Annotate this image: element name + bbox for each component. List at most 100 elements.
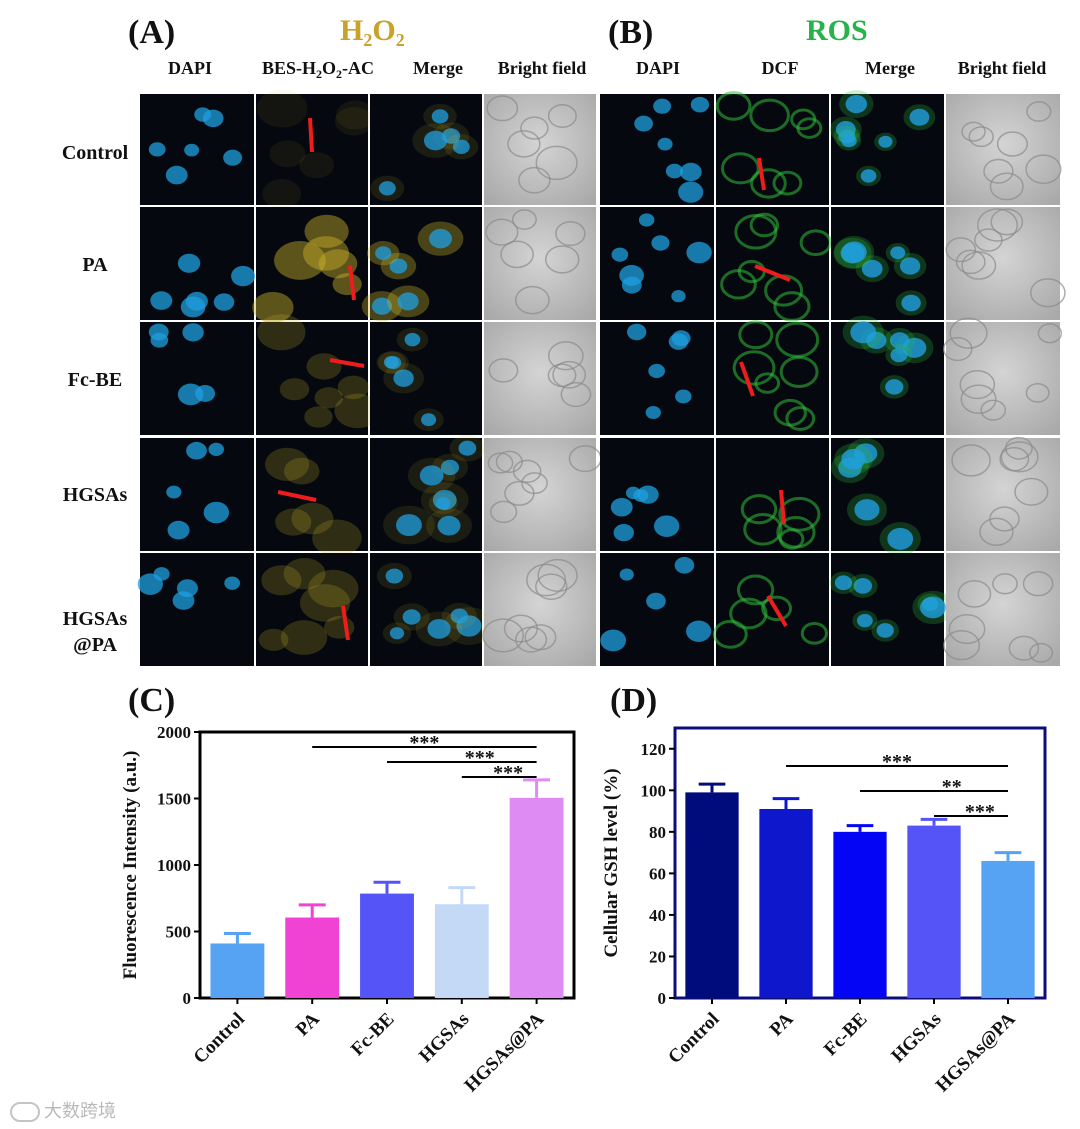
micro-a-r1-c1 — [252, 207, 368, 323]
micro-b-r1-c0 — [600, 207, 714, 320]
y-tick-label: 500 — [166, 923, 192, 942]
significance-label: *** — [493, 762, 523, 784]
line-profile-marker-b — [754, 264, 791, 282]
micro-b-r2-c1 — [716, 320, 829, 435]
micro-b-r2-c0 — [600, 322, 714, 435]
col-a-dapi: DAPI — [168, 58, 212, 78]
x-tick-label: PA — [292, 1008, 324, 1040]
significance-label: *** — [965, 801, 995, 823]
micro-b-r4-c2 — [829, 553, 954, 666]
significance-label: *** — [465, 747, 495, 769]
micro-b-r1-c1 — [716, 207, 832, 322]
micro-b-r2-c2 — [831, 315, 944, 435]
x-tick-label: HGSAs@PA — [461, 1008, 549, 1096]
x-tick-label: Fc-BE — [347, 1009, 398, 1060]
micro-a-r0-c1 — [256, 89, 375, 209]
y-tick-label: 120 — [641, 740, 667, 759]
panel-b-heading: ROS — [806, 14, 868, 47]
y-tick-label: 1000 — [157, 856, 191, 875]
x-tick-label: Fc-BE — [820, 1009, 871, 1060]
y-tick-label: 20 — [649, 947, 666, 966]
micro-a-r3-c1 — [256, 438, 368, 557]
row-label-control: Control — [61, 142, 129, 164]
panel-d-label: (D) — [610, 682, 658, 719]
bar-control — [210, 943, 265, 998]
chart-c: 0 500 1000 1500 2000 Fluorescence Intensity (… — [120, 723, 576, 1096]
micro-a-r0-c0 — [140, 94, 254, 205]
micro-a-r4-c3 — [482, 553, 596, 666]
bar-hgsas — [434, 904, 489, 998]
micro-b-r0-c2 — [829, 90, 944, 205]
micro-a-r1-c0 — [140, 207, 256, 320]
micro-b-r3-c0 — [600, 438, 714, 551]
bar-hgsas-pa — [981, 860, 1035, 998]
bar-hgsas-pa — [509, 797, 564, 998]
micro-b-r3-c3 — [946, 436, 1060, 551]
bar-fc-be — [360, 893, 414, 998]
micro-a-r2-c2 — [370, 322, 482, 435]
y-axis-label: Fluorescence Intensity (a.u.) — [120, 751, 141, 980]
row-label-fcbe: Fc-BE — [67, 369, 123, 391]
micro-a-r2-c1 — [256, 314, 381, 435]
panel-a-label: (A) — [128, 14, 176, 51]
col-b-merge: Merge — [865, 58, 915, 78]
x-tick-label: HGSAs@PA — [932, 1008, 1020, 1096]
y-tick-label: 80 — [649, 823, 666, 842]
watermark: 大数跨境 — [10, 1097, 116, 1123]
col-b-dcf: DCF — [761, 58, 799, 78]
micro-a-r1-c3 — [484, 207, 596, 320]
y-tick-label: 1500 — [157, 790, 191, 809]
watermark-logo-icon — [10, 1102, 40, 1122]
x-tick-label: HGSAs — [887, 1009, 945, 1067]
micro-b-r4-c0 — [600, 553, 714, 666]
micro-a-r4-c0 — [137, 553, 254, 666]
chart-d: 0 20 40 60 80 100 120 Cellular GSH level (%) Con… — [601, 726, 1047, 1096]
micro-a-r2-c3 — [484, 322, 596, 435]
col-b-dapi: DAPI — [636, 58, 680, 78]
x-tick-label: HGSAs — [415, 1009, 473, 1067]
significance-label: *** — [882, 751, 912, 773]
micro-a-r3-c2 — [370, 434, 486, 551]
y-tick-label: 0 — [183, 989, 192, 1008]
significance-label: ** — [942, 776, 962, 798]
row-label-pa: PA — [82, 254, 108, 276]
col-b-bright: Bright field — [957, 58, 1047, 78]
watermark-text: 大数跨境 — [44, 1101, 116, 1122]
y-tick-label: 60 — [649, 864, 666, 883]
x-tick-label: Control — [190, 1009, 249, 1068]
line-profile-marker-b — [779, 489, 786, 525]
micro-b-r4-c3 — [943, 553, 1060, 666]
y-tick-label: 0 — [658, 989, 667, 1008]
x-tick-label: PA — [766, 1008, 798, 1040]
col-a-bright: Bright field — [497, 58, 587, 78]
line-profile-marker-b — [757, 157, 766, 191]
bar-fc-be — [833, 831, 887, 998]
line-profile-marker-a — [341, 605, 350, 641]
micro-a-r3-c3 — [484, 438, 602, 551]
x-tick-label: Control — [664, 1009, 723, 1068]
bar-pa — [759, 809, 813, 998]
micro-b-r3-c2 — [831, 438, 944, 556]
micro-b-r2-c3 — [942, 317, 1063, 435]
micro-b-r1-c3 — [945, 207, 1066, 320]
col-a-bes: BES-H2O2-AC — [261, 58, 375, 81]
micro-b-r0-c0 — [600, 94, 714, 205]
line-profile-marker-a — [329, 358, 365, 368]
micro-b-r0-c1 — [715, 91, 829, 205]
line-profile-marker-a — [308, 117, 314, 153]
micro-a-r0-c2 — [370, 94, 482, 205]
micro-a-r4-c2 — [370, 553, 495, 666]
bar-hgsas — [907, 825, 961, 998]
microscopy-grid — [137, 89, 1066, 666]
panel-a-heading: H2O2 — [340, 14, 405, 50]
panel-c-label: (C) — [128, 682, 176, 719]
micro-a-r3-c0 — [140, 438, 254, 551]
micro-b-r4-c1 — [712, 553, 829, 666]
micro-b-r1-c2 — [831, 207, 944, 320]
y-tick-label: 40 — [649, 906, 666, 925]
y-axis-label: Cellular GSH level (%) — [601, 768, 622, 957]
micro-a-r4-c1 — [256, 553, 368, 666]
line-profile-marker-b — [739, 361, 755, 397]
micro-a-r0-c3 — [484, 94, 596, 205]
y-tick-label: 100 — [641, 781, 667, 800]
